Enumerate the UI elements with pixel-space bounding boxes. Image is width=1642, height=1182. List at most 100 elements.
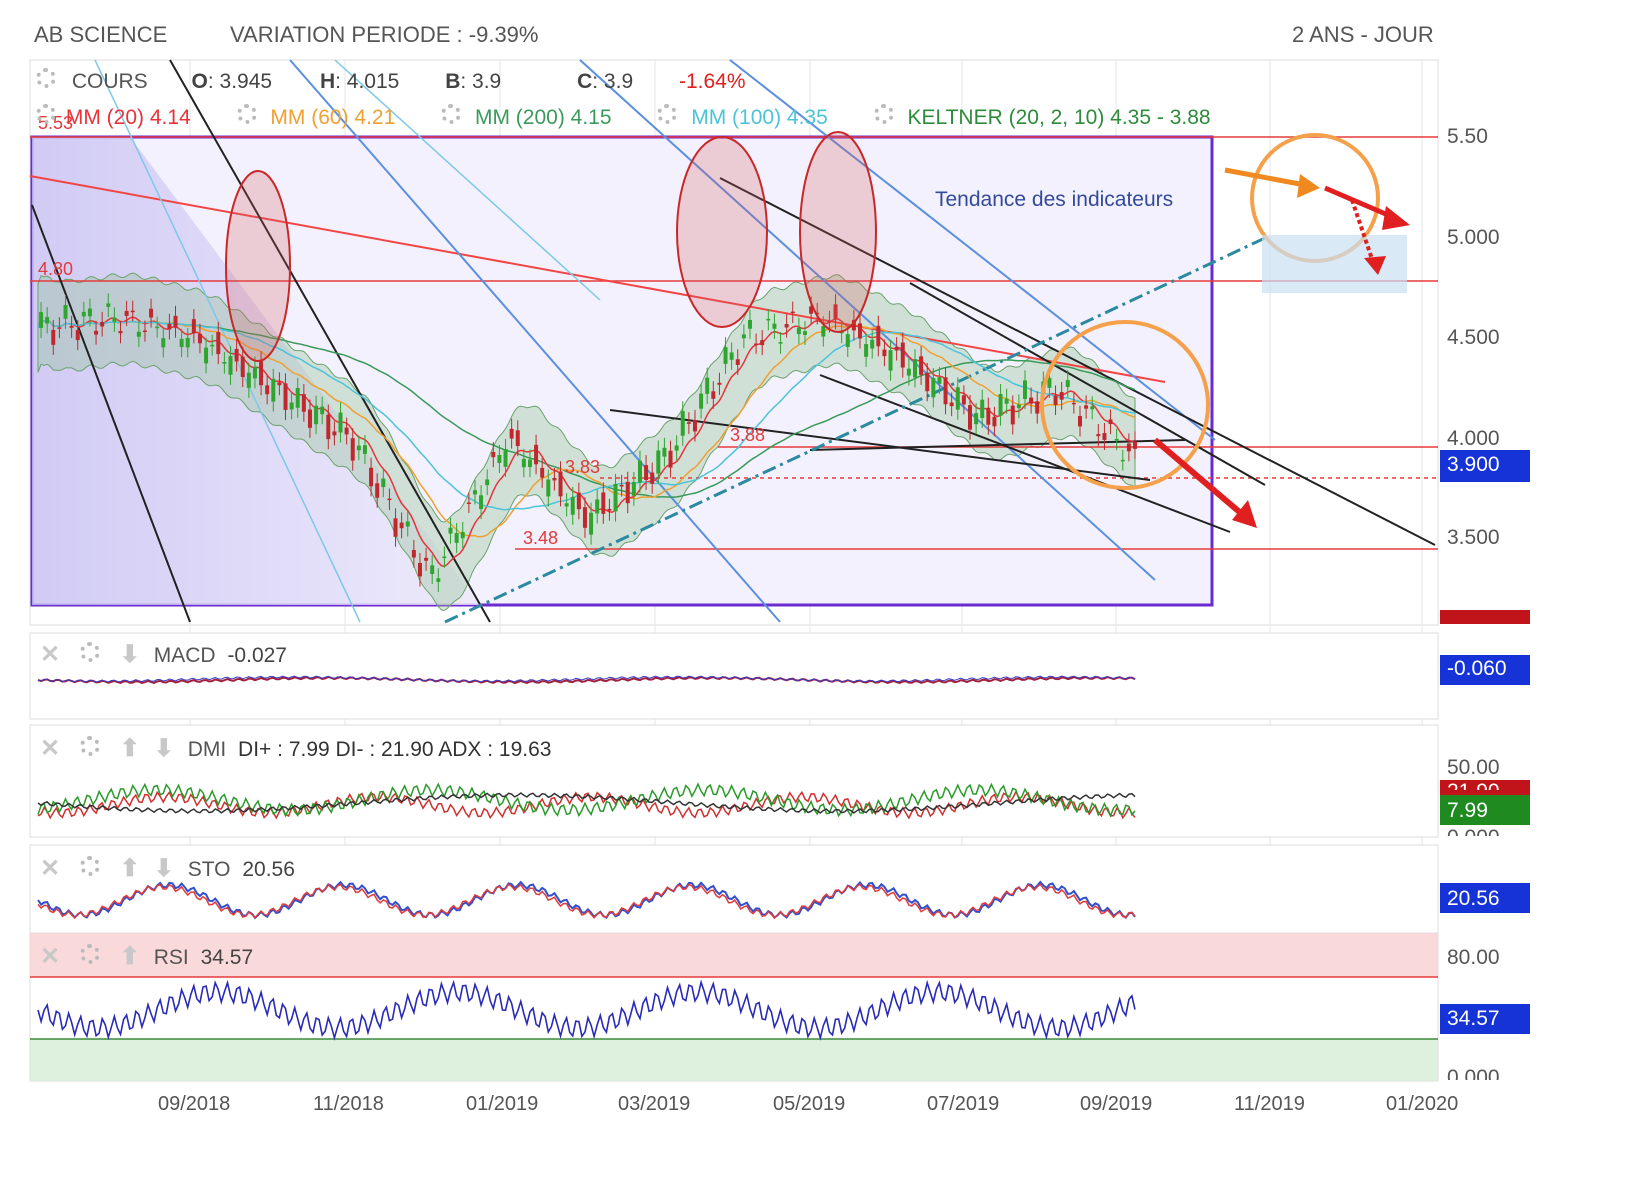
candle — [1004, 398, 1009, 404]
candle — [124, 310, 129, 316]
period-selector[interactable]: 2 ANS - JOUR — [1292, 22, 1434, 47]
candle — [136, 331, 141, 337]
x-tick: 01/2019 — [466, 1093, 539, 1115]
candle — [39, 312, 44, 328]
candle — [534, 444, 539, 465]
gear-icon[interactable] — [236, 104, 257, 124]
candle — [1010, 405, 1015, 425]
candle — [876, 325, 881, 347]
candle — [63, 304, 68, 319]
candle — [161, 338, 166, 348]
candle — [662, 447, 667, 457]
gear-icon[interactable] — [441, 104, 462, 124]
candle — [51, 329, 56, 345]
candle — [142, 330, 147, 333]
candle — [1053, 395, 1058, 405]
sto-header: ✕ ⬆ ⬇ STO 20.56 — [40, 855, 295, 882]
candle — [460, 531, 465, 539]
candle — [509, 428, 514, 439]
axis-tick: 4.000 — [1447, 427, 1500, 450]
candle — [1096, 434, 1101, 437]
candle — [747, 319, 752, 329]
candle — [1108, 419, 1113, 425]
arrow-up-icon[interactable]: ⬆ — [119, 855, 140, 882]
candle — [943, 377, 948, 405]
gear-icon[interactable] — [36, 104, 56, 124]
level-348: 3.48 — [523, 528, 559, 548]
candle — [558, 471, 563, 497]
candle — [485, 479, 490, 486]
close-icon[interactable]: ✕ — [40, 943, 61, 970]
candle — [387, 498, 392, 501]
arrow-down-icon[interactable]: ⬇ — [153, 855, 174, 882]
gear-icon[interactable] — [79, 642, 100, 662]
candle — [564, 503, 569, 507]
candle — [112, 317, 117, 322]
level-388: 3.88 — [730, 425, 766, 445]
candle — [760, 340, 765, 346]
candle — [173, 315, 178, 328]
candle — [94, 330, 99, 335]
candle — [393, 518, 398, 537]
candle — [216, 331, 221, 355]
x-tick: 07/2019 — [927, 1093, 1000, 1115]
candle — [497, 454, 502, 463]
axis-tick: 5.50 — [1447, 125, 1488, 148]
candle — [778, 342, 783, 344]
candle — [937, 377, 942, 384]
candle — [723, 347, 728, 364]
candle — [375, 483, 380, 498]
candle — [656, 450, 661, 474]
candle — [699, 393, 704, 409]
candle — [870, 339, 875, 349]
arrow-up-icon[interactable]: ⬆ — [119, 735, 140, 762]
candle — [955, 387, 960, 410]
candle — [613, 483, 618, 512]
candle — [1065, 380, 1070, 388]
candle — [766, 318, 771, 321]
candle — [931, 378, 936, 398]
arrow-up-icon[interactable]: ⬆ — [119, 943, 140, 970]
close-icon[interactable]: ✕ — [40, 855, 61, 882]
gear-icon[interactable] — [79, 736, 100, 756]
candle — [1077, 415, 1082, 427]
macd-header: ✕ ⬇ MACD -0.027 — [40, 641, 287, 668]
candle — [149, 308, 154, 318]
level-383: 3.83 — [565, 457, 601, 477]
candle — [1120, 459, 1125, 462]
gear-icon[interactable] — [36, 68, 56, 88]
candle — [711, 391, 716, 399]
candle — [271, 378, 276, 402]
gear-icon[interactable] — [657, 104, 678, 124]
candle — [332, 431, 337, 436]
candle — [527, 459, 532, 468]
arrow-down-icon[interactable]: ⬇ — [119, 641, 140, 668]
candle — [179, 338, 184, 348]
candle — [595, 499, 600, 514]
candle — [277, 382, 282, 386]
candle — [974, 413, 979, 425]
candle — [705, 377, 710, 394]
candle — [967, 405, 972, 430]
candle — [821, 326, 826, 337]
candle — [570, 496, 575, 515]
gear-icon[interactable] — [79, 944, 100, 964]
candle — [265, 385, 270, 395]
candle — [45, 316, 50, 324]
gear-icon[interactable] — [79, 856, 100, 876]
candle — [252, 366, 257, 379]
close-icon[interactable]: ✕ — [40, 735, 61, 762]
candle — [259, 361, 264, 386]
candle — [631, 482, 636, 496]
gear-icon[interactable] — [873, 104, 894, 124]
x-tick: 05/2019 — [773, 1093, 846, 1115]
candle — [815, 312, 820, 315]
candle — [686, 422, 691, 424]
close-icon[interactable]: ✕ — [40, 641, 61, 668]
candle — [430, 565, 435, 574]
arrow-down-icon[interactable]: ⬇ — [153, 735, 174, 762]
candle — [1047, 377, 1052, 388]
candle — [857, 323, 862, 339]
candle — [1029, 397, 1034, 404]
candle — [650, 472, 655, 484]
